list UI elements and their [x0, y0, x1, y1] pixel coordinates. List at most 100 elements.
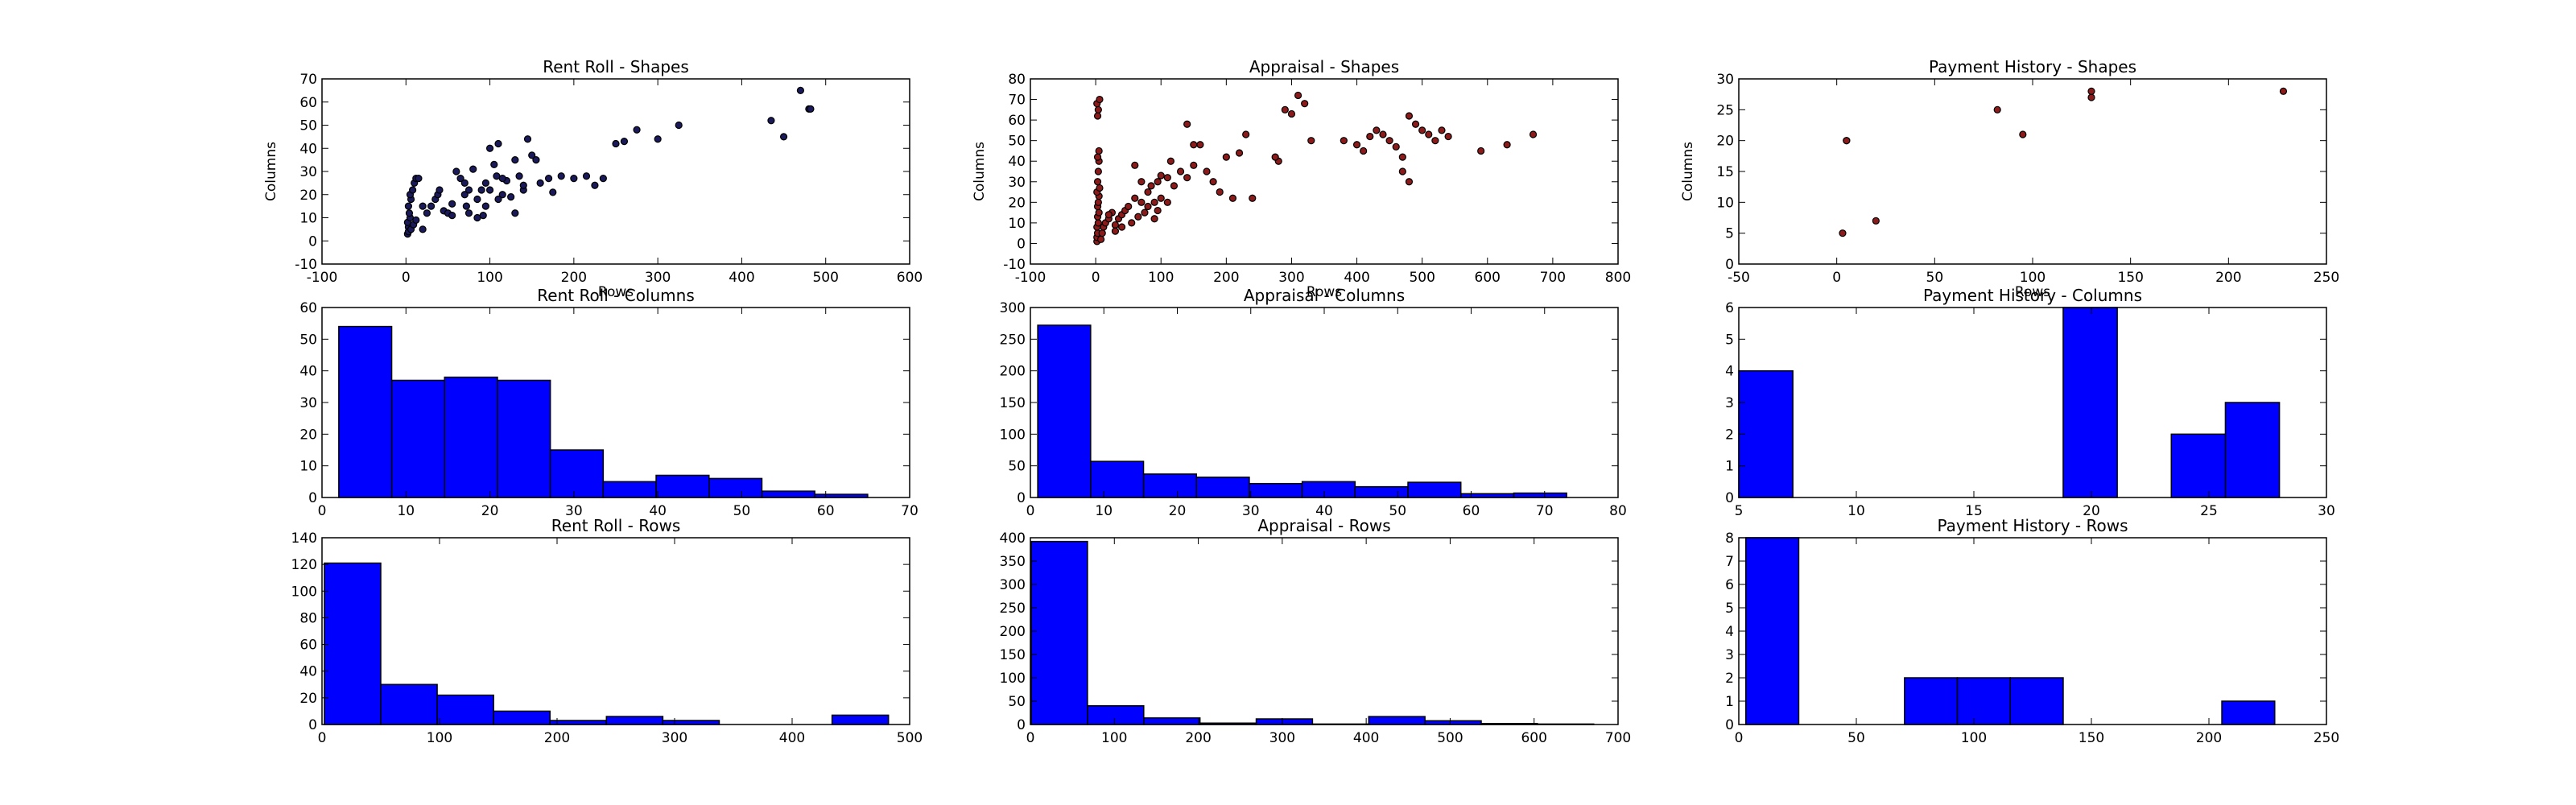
data-point [1405, 112, 1414, 120]
data-point [1095, 147, 1103, 155]
bar [1956, 677, 2012, 725]
x-tick-label: 500 [1437, 730, 1463, 746]
data-point [477, 186, 485, 194]
x-tick-label: 100 [2020, 270, 2046, 286]
bar [1142, 473, 1197, 498]
data-point [515, 172, 523, 180]
data-point [1360, 147, 1368, 155]
axes-frame [321, 537, 910, 725]
bar [1513, 492, 1567, 498]
data-point [1093, 153, 1102, 161]
data-point [1444, 132, 1452, 141]
x-tick-label: 600 [1475, 270, 1501, 286]
x-tick-label: 70 [901, 503, 919, 519]
x-tick-label: 200 [1185, 730, 1211, 746]
data-point [1477, 147, 1485, 155]
data-point [2019, 130, 2027, 138]
chart-title: Payment History - Rows [1937, 516, 2128, 535]
y-tick-label: 50 [1008, 694, 1026, 710]
bar [655, 474, 710, 498]
y-tick-label: 150 [1000, 395, 1026, 411]
chart-title: Appraisal - Rows [1257, 516, 1390, 535]
bar [1368, 716, 1426, 725]
data-point [419, 225, 427, 233]
y-tick-label: 20 [299, 427, 317, 443]
y-tick-label: 10 [1716, 195, 1734, 211]
x-tick-label: -100 [1015, 270, 1046, 286]
x-tick-label: 200 [2196, 730, 2222, 746]
data-point [1385, 137, 1393, 145]
bar [602, 481, 657, 498]
data-point [1398, 153, 1406, 161]
y-tick-label: 40 [299, 664, 317, 680]
y-tick-label: 1 [1725, 459, 1734, 475]
x-tick-label: 0 [1735, 730, 1744, 746]
data-point [1271, 153, 1279, 161]
data-point [570, 175, 578, 183]
data-point [523, 135, 532, 143]
data-point [1095, 208, 1103, 217]
x-tick-label: 10 [1847, 503, 1865, 519]
x-tick-label: 20 [481, 503, 499, 519]
y-tick-label: 5 [1725, 601, 1734, 617]
y-tick-label: 150 [1000, 647, 1026, 663]
y-tick-label: 40 [299, 364, 317, 380]
data-point [1843, 137, 1851, 145]
data-point [1373, 126, 1381, 134]
x-tick-label: 100 [1101, 730, 1127, 746]
y-tick-label: 10 [299, 459, 317, 475]
data-point [481, 202, 489, 210]
data-point [1398, 167, 1406, 175]
y-tick-label: 200 [1000, 624, 1026, 640]
x-tick-label: 300 [662, 730, 687, 746]
y-tick-label: 350 [1000, 554, 1026, 570]
data-point [479, 212, 487, 220]
y-tick-label: 5 [1725, 226, 1734, 242]
x-tick-label: 200 [544, 730, 570, 746]
data-point [1301, 100, 1309, 108]
data-point [1154, 206, 1162, 215]
y-tick-label: 3 [1725, 647, 1734, 663]
bar [380, 683, 438, 725]
y-tick-label: 8 [1725, 530, 1734, 547]
x-tick-label: 100 [427, 730, 452, 746]
x-tick-label: 700 [1540, 270, 1566, 286]
data-point [1125, 202, 1133, 211]
bar [1195, 477, 1250, 498]
data-point [1094, 198, 1102, 206]
x-tick-label: 0 [1026, 730, 1035, 746]
x-tick-label: 40 [649, 503, 667, 519]
x-tick-label: 100 [477, 270, 502, 286]
subplot: 5 10 15 20 25 30 0 1 2 3 4 5 6 Payment History - Colu… [1725, 286, 2335, 519]
subplot: 0 100 200 300 400 500 600 700 0 50 100 150 200 250 300… [1000, 516, 1632, 746]
data-point [633, 126, 641, 134]
y-axis-label: Columns [263, 142, 279, 201]
data-point [1157, 171, 1165, 180]
data-point [544, 175, 553, 183]
data-point [1098, 229, 1106, 237]
y-axis-label: Columns [1680, 142, 1696, 201]
data-point [498, 175, 506, 183]
data-point [1418, 126, 1426, 134]
data-point [557, 172, 565, 180]
data-point [498, 191, 506, 199]
data-point [1235, 149, 1244, 157]
data-point [1438, 126, 1446, 134]
y-tick-label: 80 [299, 610, 317, 626]
axes-frame [1030, 78, 1619, 265]
data-point [409, 186, 417, 194]
y-tick-label: 300 [1000, 300, 1026, 316]
y-tick-label: 200 [1000, 364, 1026, 380]
data-point [448, 200, 456, 208]
data-point [1093, 112, 1102, 120]
data-point [612, 139, 620, 148]
data-point [427, 202, 436, 210]
data-point [1503, 141, 1511, 149]
x-tick-label: 500 [897, 730, 923, 746]
x-tick-label: 200 [2215, 270, 2241, 286]
data-point [1111, 221, 1120, 229]
data-point [1131, 161, 1139, 169]
data-point [1096, 235, 1105, 243]
bar [1407, 481, 1462, 498]
